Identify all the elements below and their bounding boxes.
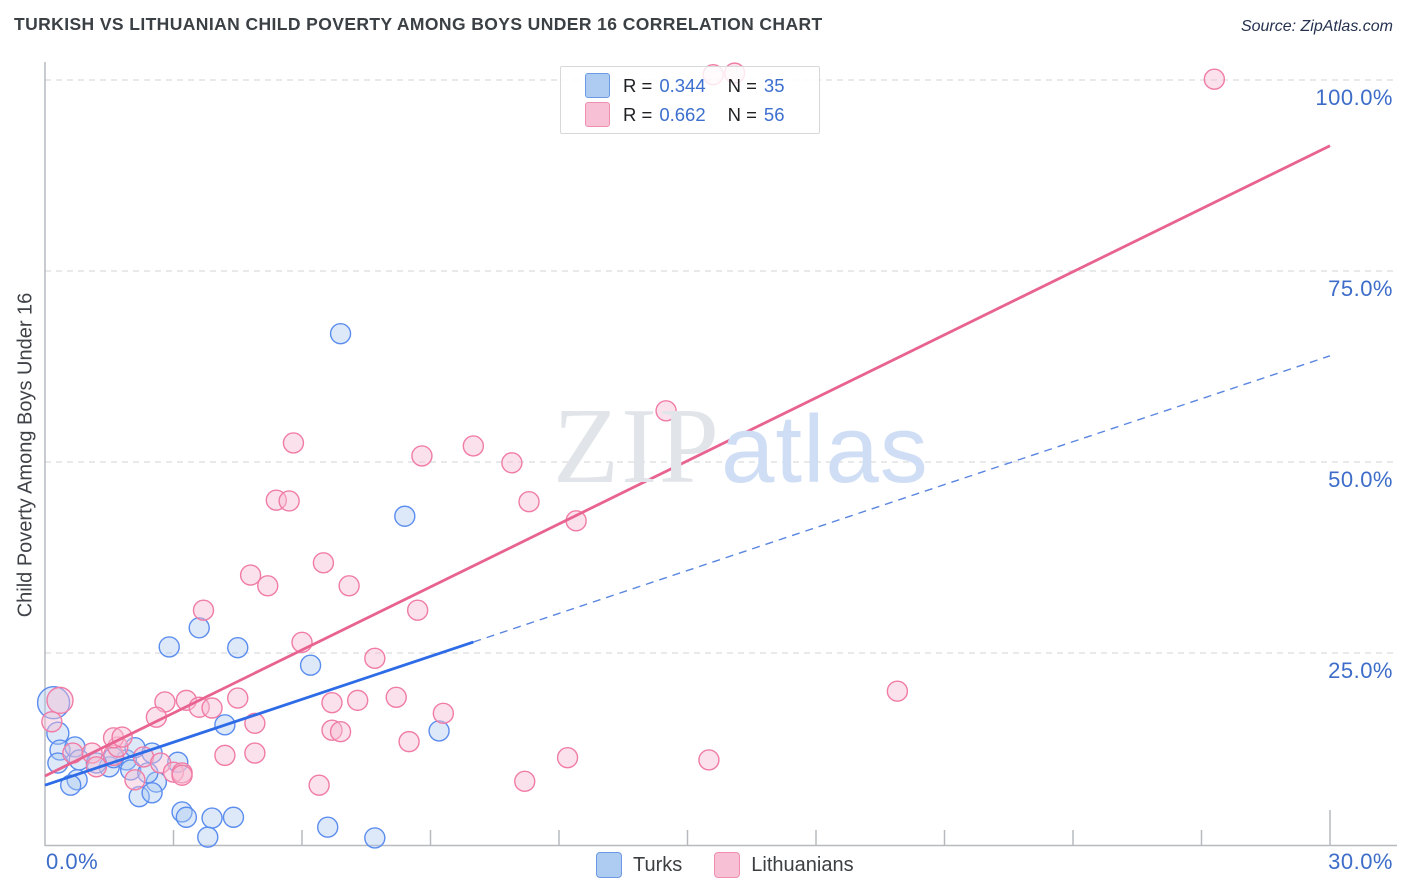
data-point-lithuanians[interactable] [308,774,330,796]
data-point-lithuanians[interactable] [411,445,433,467]
data-point-lithuanians[interactable] [364,647,386,670]
turks-swatch-icon [585,73,610,98]
data-point-turks[interactable] [128,785,150,808]
data-point-turks[interactable] [175,806,198,828]
page-title: TURKISH VS LITHUANIAN CHILD POVERTY AMON… [14,14,823,34]
y-tick-label-100: 100.0% [1315,85,1393,110]
data-point-lithuanians[interactable] [46,686,74,715]
data-point-turks[interactable] [299,654,322,676]
legend-item-lithuanians[interactable]: Lithuanians [714,852,854,878]
data-point-lithuanians[interactable] [244,712,266,734]
data-point-lithuanians[interactable] [227,687,249,709]
data-point-turks[interactable] [222,806,245,828]
data-point-lithuanians[interactable] [321,719,343,741]
n-value: 56 [763,103,785,125]
data-point-turks[interactable] [158,636,180,658]
data-point-lithuanians[interactable] [244,742,266,764]
data-point-lithuanians[interactable] [239,564,262,586]
data-point-turks[interactable] [364,827,386,849]
data-point-lithuanians[interactable] [338,575,360,597]
data-point-lithuanians[interactable] [321,691,343,714]
data-point-lithuanians[interactable] [518,491,540,513]
x-tick-label-30: 30.0% [1328,849,1393,874]
trend-line-turks-extrapolated [473,355,1331,643]
r-label: R = [623,74,653,96]
n-value: 35 [763,74,785,96]
series-legend: Turks Lithuanians [596,852,854,878]
source-note: Source: ZipAtlas.com [1240,18,1393,35]
correlation-legend: R = 0.344 N = 35 R = 0.662 N = 56 [560,66,820,134]
data-point-turks[interactable] [329,322,352,345]
y-tick-label-50: 50.0% [1328,467,1393,492]
r-label: R = [623,103,653,125]
data-point-lithuanians[interactable] [432,702,455,725]
data-point-lithuanians[interactable] [214,744,236,767]
data-point-lithuanians[interactable] [171,764,193,786]
data-point-lithuanians[interactable] [462,435,485,457]
data-point-turks[interactable] [428,720,450,742]
legend-row-turks: R = 0.344 N = 35 [561,73,819,98]
data-point-lithuanians[interactable] [886,680,909,702]
y-tick-label-75: 75.0% [1328,276,1393,301]
lithuanians-swatch-icon [714,852,741,878]
data-point-turks[interactable] [188,617,210,639]
data-point-lithuanians[interactable] [41,711,63,733]
data-point-lithuanians[interactable] [556,746,579,769]
data-point-lithuanians[interactable] [192,599,215,621]
r-value: 0.662 [659,103,706,125]
data-point-lithuanians[interactable] [398,730,420,753]
data-point-lithuanians[interactable] [312,552,335,574]
trend-line-turks [44,640,474,787]
data-point-lithuanians[interactable] [514,770,536,793]
data-point-lithuanians[interactable] [329,720,352,743]
data-point-lithuanians[interactable] [655,400,677,422]
data-point-lithuanians[interactable] [1203,68,1226,90]
r-value: 0.344 [659,74,706,96]
data-point-turks[interactable] [227,636,249,659]
data-point-lithuanians[interactable] [282,432,305,454]
data-point-turks[interactable] [46,721,70,745]
n-label: N = [727,74,757,96]
data-point-lithuanians[interactable] [406,599,429,621]
data-point-lithuanians[interactable] [565,510,587,532]
lithuanians-swatch-icon [585,102,610,127]
data-point-lithuanians[interactable] [501,452,523,474]
y-tick-label-25: 25.0% [1328,658,1393,683]
legend-row-lithuanians: R = 0.662 N = 56 [561,102,819,127]
data-point-turks[interactable] [394,505,416,527]
legend-item-turks[interactable]: Turks [596,852,682,878]
data-point-lithuanians[interactable] [385,686,407,709]
data-point-lithuanians[interactable] [124,769,146,791]
y-axis-title: Child Poverty Among Boys Under 16 [14,292,37,618]
data-point-turks[interactable] [197,826,219,848]
data-point-lithuanians[interactable] [162,761,185,783]
data-point-turks[interactable] [201,807,223,829]
data-point-lithuanians[interactable] [278,490,300,512]
data-point-turks[interactable] [36,685,71,720]
trend-line-lithuanians [44,144,1331,778]
data-point-lithuanians[interactable] [201,697,223,719]
turks-swatch-icon [596,852,622,878]
x-tick-label-0: 0.0% [46,849,99,874]
n-label: N = [727,103,757,125]
data-point-lithuanians[interactable] [257,575,279,597]
data-point-turks[interactable] [141,782,163,804]
legend-label-lithuanians: Lithuanians [751,853,854,876]
legend-label-turks: Turks [633,853,683,876]
data-point-turks[interactable] [317,816,339,838]
data-point-lithuanians[interactable] [698,749,720,771]
data-point-lithuanians[interactable] [346,689,369,712]
